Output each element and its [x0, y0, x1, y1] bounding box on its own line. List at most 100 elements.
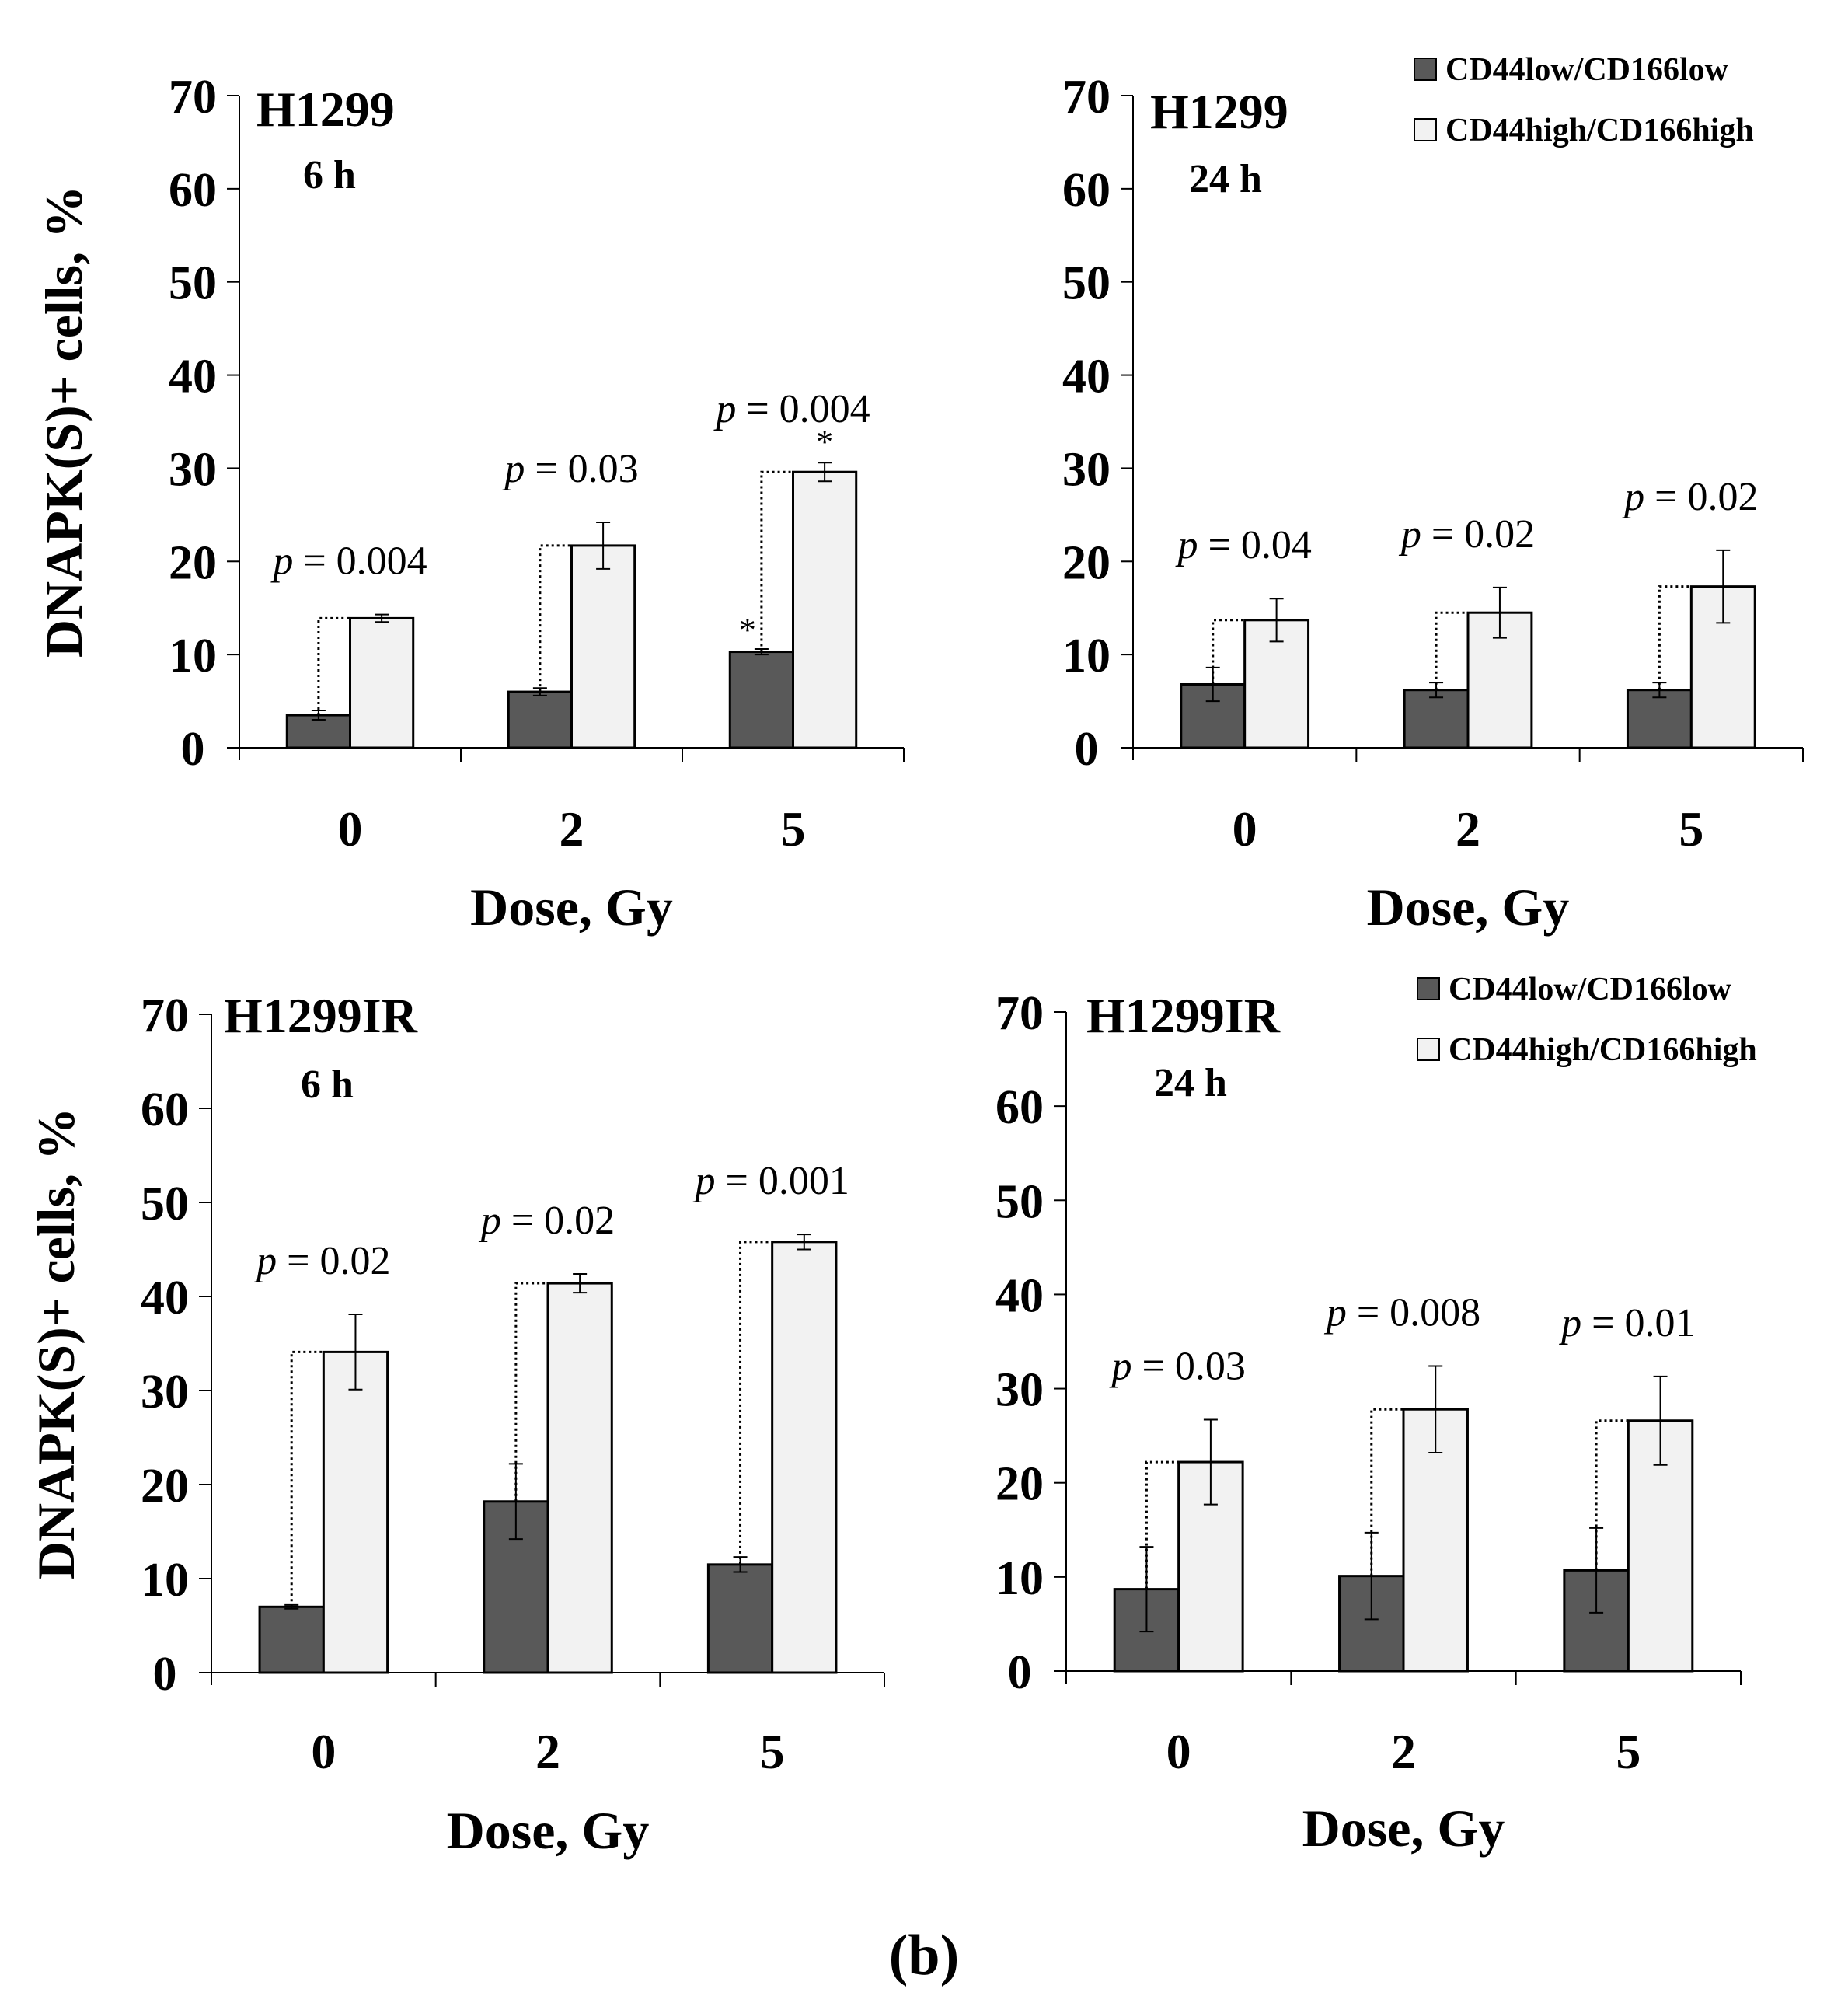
legend-label-low: CD44low/CD166low	[1449, 972, 1732, 1007]
y-tick-label: 40	[995, 1269, 1044, 1322]
comparison-bracket	[1145, 1460, 1179, 1589]
bar-low-dose-0	[258, 1605, 325, 1674]
x-axis-title: Dose, Gy	[1367, 878, 1570, 937]
x-axis-title: Dose, Gy	[447, 1801, 650, 1860]
y-tick-label: 50	[1062, 257, 1111, 310]
p-value-label: p = 0.03	[1109, 1345, 1246, 1389]
y-tick-label: 0	[1008, 1646, 1032, 1699]
y-tick-label: 20	[169, 536, 217, 589]
legend-swatch-high	[1414, 118, 1437, 141]
comparison-bracket	[760, 470, 793, 652]
p-value-label: p = 0.02	[1621, 475, 1758, 519]
legend-swatch-low	[1414, 58, 1437, 81]
x-tick-label: 2	[535, 1724, 560, 1779]
comparison-bracket	[1435, 611, 1468, 690]
legend-label-high: CD44high/CD166high	[1449, 1032, 1757, 1068]
x-tick-label: 5	[1679, 801, 1703, 857]
y-tick-label: 50	[169, 257, 217, 310]
comparison-bracket	[539, 544, 572, 693]
x-tick-label: 2	[1391, 1724, 1416, 1779]
panel-title: H1299IR	[224, 988, 418, 1043]
y-tick-label: 30	[141, 1366, 189, 1418]
comparison-bracket	[290, 1350, 324, 1607]
y-tick-label: 20	[141, 1460, 189, 1513]
y-tick-label: 60	[141, 1083, 189, 1136]
y-tick-label: 50	[141, 1178, 189, 1230]
y-tick-label: 10	[995, 1552, 1044, 1605]
legend-label-low: CD44low/CD166low	[1445, 52, 1729, 88]
chart-panel-4: 0 10 20 30 40 50 60 70 p = 0.03 0 p = 0.008 2 p = 0.…	[995, 972, 1757, 1858]
y-tick-label: 10	[141, 1554, 189, 1607]
comparison-bracket	[1370, 1408, 1403, 1576]
bar-high-dose-0	[349, 616, 415, 749]
y-tick-label: 60	[169, 164, 217, 217]
panel-title: H1299IR	[1086, 988, 1281, 1043]
y-tick-label: 20	[995, 1458, 1044, 1511]
y-tick-label: 0	[1075, 723, 1099, 776]
p-value-label: p = 0.04	[1175, 523, 1312, 567]
x-tick-label: 2	[560, 801, 584, 857]
bar-high-dose-5	[771, 1241, 838, 1674]
x-tick-label: 5	[760, 1724, 785, 1779]
bar-high-dose-5	[792, 470, 858, 749]
x-tick-label: 5	[1616, 1724, 1641, 1779]
bar-low-dose-5	[728, 651, 795, 749]
panel-subtitle: 6 h	[303, 153, 356, 197]
comparison-bracket	[317, 616, 350, 716]
y-tick-label: 60	[995, 1081, 1044, 1134]
y-tick-label: 30	[169, 443, 217, 496]
y-tick-label: 40	[141, 1272, 189, 1324]
comparison-bracket	[514, 1282, 548, 1502]
x-tick-label: 0	[1233, 801, 1257, 857]
legend: CD44low/CD166low CD44high/CD166high	[1417, 972, 1757, 1068]
y-tick-label: 30	[1062, 443, 1111, 496]
legend: CD44low/CD166low CD44high/CD166high	[1414, 52, 1754, 148]
bar-low-dose-2	[507, 690, 574, 749]
comparison-bracket	[1595, 1419, 1629, 1571]
p-value-label: p = 0.03	[501, 447, 638, 491]
p-value-label: p = 0.02	[478, 1199, 615, 1243]
x-tick-label: 0	[311, 1724, 336, 1779]
x-axis-title: Dose, Gy	[1302, 1799, 1505, 1858]
bar-low-dose-2	[1403, 689, 1470, 749]
y-tick-label: 40	[1062, 351, 1111, 403]
y-axis-title: DNAPK(S)+ cells, %	[34, 186, 93, 658]
bar-high-dose-0	[322, 1350, 389, 1674]
p-value-label: p = 0.004	[270, 539, 427, 584]
legend-label-high: CD44high/CD166high	[1445, 113, 1754, 148]
y-tick-label: 60	[1062, 164, 1111, 217]
y-tick-label: 50	[995, 1175, 1044, 1228]
x-tick-label: 2	[1456, 801, 1480, 857]
chart-panel-2: 0 10 20 30 40 50 60 70 p = 0.04 0 p = 0.02 2 p = 0.0…	[1062, 52, 1804, 937]
figure-caption: (b)	[889, 1924, 959, 1987]
y-tick-label: 0	[153, 1648, 177, 1701]
y-tick-label: 40	[169, 351, 217, 403]
significance-star: *	[739, 611, 756, 649]
x-tick-label: 5	[781, 801, 806, 857]
x-tick-label: 0	[1166, 1724, 1191, 1779]
y-tick-label: 10	[169, 630, 217, 682]
bar-low-dose-5	[706, 1563, 774, 1674]
p-value-label: p = 0.001	[692, 1159, 849, 1203]
y-tick-label: 70	[169, 71, 217, 124]
comparison-bracket	[1658, 585, 1692, 690]
p-value-label: p = 0.004	[713, 387, 870, 431]
comparison-bracket	[739, 1241, 772, 1565]
x-tick-label: 0	[338, 801, 363, 857]
panel-subtitle: 24 h	[1154, 1061, 1227, 1105]
panel-title: H1299	[1150, 84, 1288, 139]
comparison-bracket	[1212, 619, 1245, 685]
bar-low-dose-5	[1626, 689, 1693, 749]
bar-high-dose-2	[546, 1282, 613, 1674]
p-value-label: p = 0.02	[253, 1239, 390, 1283]
y-tick-label: 70	[141, 989, 189, 1042]
legend-swatch-high	[1417, 1038, 1440, 1061]
legend-swatch-low	[1417, 977, 1440, 1000]
y-tick-label: 30	[995, 1364, 1044, 1417]
chart-panel-3: 0 10 20 30 40 50 60 70 p = 0.02 0 p = 0.02 2 p = 0.0…	[26, 988, 885, 1860]
panel-subtitle: 6 h	[301, 1063, 354, 1107]
panel-title: H1299	[256, 82, 395, 137]
p-value-label: p = 0.01	[1558, 1301, 1695, 1345]
